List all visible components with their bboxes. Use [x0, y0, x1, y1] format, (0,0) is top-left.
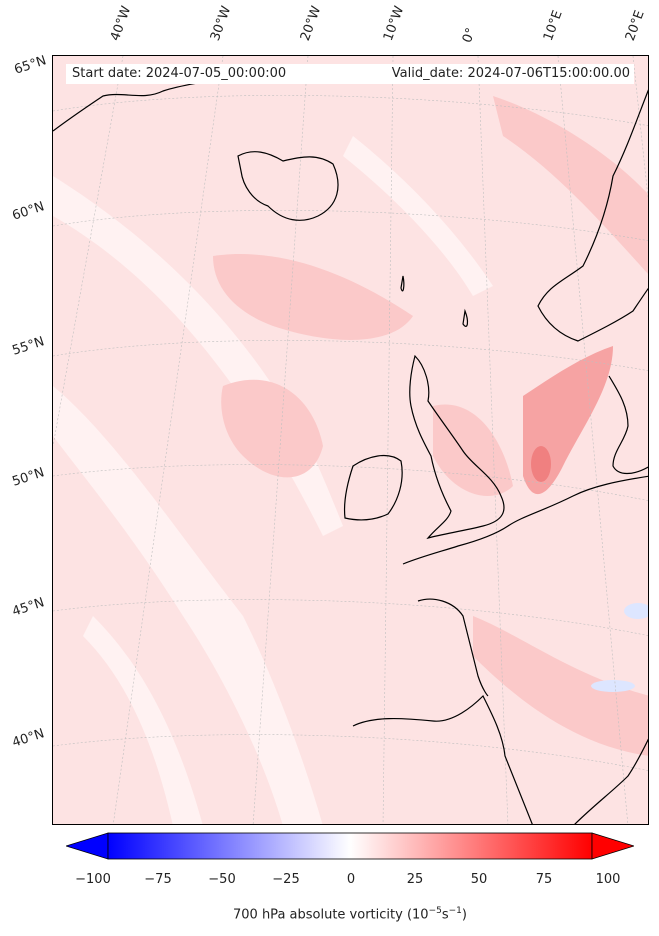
colorbar-label-mid: s: [441, 907, 449, 923]
graticule-lon-30w: [112, 56, 224, 824]
coast-denmark: [608, 375, 648, 475]
lon-label-20w: 20°W: [297, 4, 325, 43]
colorbar-extend-max: [591, 832, 634, 860]
coast-france-north: [402, 475, 648, 565]
coast-greenland: [53, 81, 204, 132]
colorbar-label-exp2: −1: [448, 906, 462, 916]
vorticity-patch-medium-2: [221, 379, 323, 478]
start-date-text: Start date: 2024-07-05_00:00:00: [72, 66, 287, 81]
colorbar-tick-1: −100: [75, 872, 111, 887]
colorbar-tick-6: 25: [406, 872, 424, 887]
lon-label-20e: 20°E: [622, 8, 648, 44]
graticule-lat-40: [53, 734, 648, 771]
graticule: [53, 56, 648, 824]
lon-label-0: 0°: [459, 25, 480, 45]
graticule-lon-0: [477, 56, 509, 824]
colorbar-tick-3: −50: [208, 872, 236, 887]
vorticity-band-light-1: [53, 386, 323, 824]
coast-faroe: [400, 275, 405, 292]
coast-france-west: [417, 598, 489, 697]
coast-great-britain: [409, 354, 505, 540]
colorbar-tick-4: −25: [272, 872, 300, 887]
graticule-lat-55: [53, 340, 648, 371]
lat-label-55n: 55°N: [10, 334, 47, 359]
graticule-lon-20w: [252, 56, 309, 824]
vorticity-peak-north-sea: [531, 446, 551, 482]
coast-mediterranean: [574, 738, 648, 824]
lat-label-50n: 50°N: [10, 465, 47, 490]
lat-label-65n: 65°N: [12, 53, 49, 78]
vorticity-band-light-3: [83, 616, 203, 824]
lon-label-30w: 30°W: [207, 4, 235, 43]
lon-label-10w: 10°W: [380, 4, 408, 43]
graticule-lon-10e: [557, 56, 629, 824]
colorbar: [66, 832, 634, 860]
colorbar-extend-min: [66, 832, 109, 860]
coast-iberia: [352, 694, 533, 824]
colorbar-label-end: ): [461, 907, 467, 923]
vorticity-band-light-4: [343, 136, 493, 296]
colorbar-tick-2: −75: [144, 872, 172, 887]
lat-label-40n: 40°N: [10, 726, 47, 751]
coast-iceland: [237, 151, 339, 221]
vorticity-patch-medium-3: [493, 96, 648, 274]
graticule-lon-10w: [382, 56, 394, 824]
coastlines: [53, 81, 648, 824]
lon-label-40w: 40°W: [107, 4, 135, 43]
vorticity-band-light-2: [53, 176, 343, 536]
coast-norway: [537, 89, 648, 342]
vorticity-negative-1: [624, 603, 648, 619]
graticule-lat-65: [53, 95, 648, 126]
vorticity-negative-2: [591, 680, 635, 692]
date-info-box: Start date: 2024-07-05_00:00:00 Valid_da…: [66, 64, 634, 84]
map-plot-area: [52, 55, 649, 825]
lat-label-60n: 60°N: [10, 199, 47, 224]
colorbar-label-main: 700 hPa absolute vorticity (10: [233, 907, 429, 923]
lon-label-10e: 10°E: [540, 8, 566, 44]
vorticity-map: [53, 56, 648, 824]
coast-shetland: [462, 308, 469, 327]
colorbar-tick-9: 100: [595, 872, 621, 887]
colorbar-tick-8: 75: [535, 872, 553, 887]
colorbar-tick-5: 0: [346, 872, 356, 887]
colorbar-label-exp1: −5: [428, 906, 442, 916]
graticule-lat-50: [53, 464, 648, 501]
vorticity-patch-medium-4: [473, 616, 648, 756]
vorticity-patch-medium-1: [213, 254, 413, 340]
valid-date-text: Valid_date: 2024-07-06T15:00:00.00: [391, 66, 630, 81]
coast-ireland: [343, 454, 403, 521]
colorbar-tick-7: 50: [470, 872, 488, 887]
graticule-lon-20e: [632, 56, 648, 201]
lat-label-45n: 45°N: [10, 595, 47, 620]
graticule-lat-45: [53, 599, 648, 636]
colorbar-label: 700 hPa absolute vorticity (10−5s−1): [0, 906, 659, 922]
graticule-lat-60: [53, 210, 648, 241]
colorbar-gradient: [107, 832, 593, 860]
